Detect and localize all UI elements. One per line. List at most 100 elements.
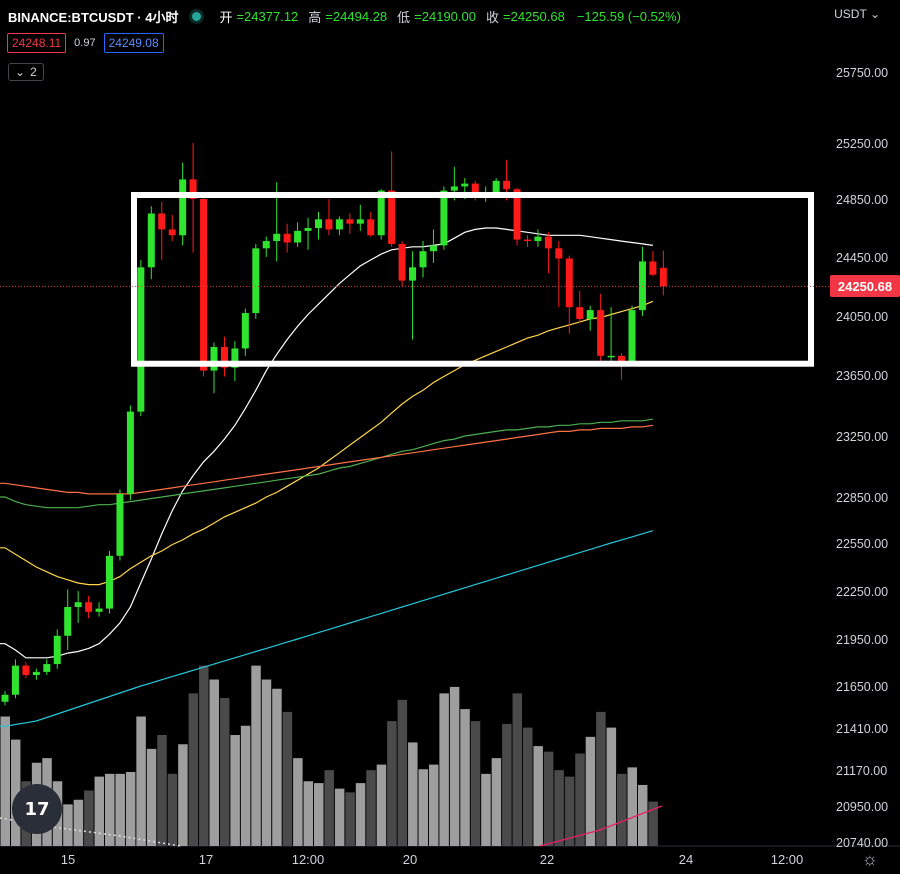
bid-price[interactable]: 24248.11 bbox=[7, 33, 67, 53]
open-label: 开 bbox=[219, 10, 233, 25]
candle-body bbox=[126, 411, 134, 494]
candle-body bbox=[147, 213, 155, 268]
price-axis-label: 21410.00 bbox=[836, 722, 888, 736]
price-axis-label: 21170.00 bbox=[836, 764, 887, 778]
price-axis-label: 20950.00 bbox=[836, 800, 888, 814]
ask-price[interactable]: 24249.08 bbox=[103, 33, 164, 53]
volume-bar bbox=[73, 799, 84, 846]
volume-bar bbox=[282, 711, 293, 846]
low-value: =24190.00 bbox=[414, 9, 476, 24]
candle-body bbox=[74, 602, 82, 607]
candle-body bbox=[607, 355, 615, 358]
candle-body bbox=[325, 219, 333, 230]
price-axis-label: 21950.00 bbox=[836, 633, 888, 647]
candle-body bbox=[283, 233, 291, 243]
price-axis-label: 24050.00 bbox=[836, 310, 888, 324]
volume-bar bbox=[418, 769, 428, 846]
volume-bar bbox=[575, 753, 585, 846]
candle-body bbox=[315, 219, 322, 228]
volume-bar bbox=[94, 776, 105, 846]
time-axis-label: 20 bbox=[403, 852, 417, 867]
moving-average-line bbox=[0, 530, 654, 727]
volume-bar bbox=[627, 767, 637, 846]
volume-bar bbox=[596, 711, 606, 846]
candle-body bbox=[273, 233, 281, 242]
candle-body bbox=[53, 635, 61, 665]
volume-bar bbox=[230, 735, 240, 846]
volume-bar bbox=[606, 727, 617, 846]
close-value: =24250.68 bbox=[503, 9, 565, 24]
time-axis-label: 24 bbox=[679, 852, 693, 867]
currency-selector[interactable]: USDT ⌄ bbox=[834, 7, 880, 21]
candle-body bbox=[429, 245, 437, 252]
candle-body bbox=[597, 310, 605, 356]
spread-value: 0.97 bbox=[74, 37, 96, 49]
candle-body bbox=[95, 608, 103, 612]
candle-body bbox=[346, 219, 354, 224]
volume-bar bbox=[240, 725, 251, 846]
candle-body bbox=[32, 671, 40, 676]
volume-bar bbox=[481, 773, 491, 846]
volume-bar bbox=[261, 679, 272, 846]
candle-body bbox=[638, 261, 646, 311]
volume-bar bbox=[10, 739, 21, 846]
price-axis-label: 22250.00 bbox=[836, 585, 888, 599]
volume-bar bbox=[303, 781, 314, 846]
candle-body bbox=[461, 183, 469, 187]
candle-body bbox=[179, 179, 187, 236]
candle-body bbox=[335, 219, 343, 230]
volume-bar bbox=[470, 721, 481, 846]
moving-average-line bbox=[0, 300, 654, 586]
range-rectangle-drawing bbox=[131, 192, 814, 367]
volume-bar bbox=[345, 792, 355, 846]
candle-body bbox=[262, 241, 270, 249]
price-axis-label: 25250.00 bbox=[836, 137, 888, 151]
volume-bar bbox=[355, 783, 366, 846]
symbol-title[interactable]: BINANCE:BTCUSDT · 4小时 bbox=[8, 10, 179, 25]
market-status-icon[interactable] bbox=[192, 12, 202, 21]
price-axis-label: 20740.00 bbox=[836, 836, 888, 850]
tradingview-logo-icon[interactable]: 17 bbox=[12, 784, 62, 834]
candle-body bbox=[492, 180, 500, 192]
time-axis-label: 22 bbox=[540, 852, 554, 867]
candle-body bbox=[158, 213, 166, 230]
candle-body bbox=[189, 179, 197, 199]
volume-bar bbox=[512, 693, 523, 846]
current-price-tag: 24250.68 bbox=[830, 275, 900, 298]
close-label: 收 bbox=[485, 10, 499, 25]
open-value: =24377.12 bbox=[236, 9, 299, 24]
volume-bar bbox=[648, 801, 658, 846]
moving-average-line bbox=[0, 227, 653, 659]
volume-bar bbox=[554, 770, 564, 846]
volume-bar bbox=[428, 764, 439, 846]
candle-body bbox=[168, 229, 176, 236]
candle-body bbox=[409, 267, 417, 281]
volume-bar bbox=[449, 686, 460, 846]
candle-body bbox=[565, 258, 573, 308]
candle-body bbox=[576, 307, 584, 319]
gear-icon[interactable]: ☼ bbox=[861, 849, 879, 869]
volume-bar bbox=[314, 783, 324, 846]
volume-bar bbox=[125, 772, 136, 846]
candle-body bbox=[1, 694, 9, 702]
candle-body bbox=[106, 555, 113, 609]
volume-bar bbox=[533, 746, 543, 846]
candle-body bbox=[200, 199, 208, 371]
time-axis-label: 12:00 bbox=[292, 852, 325, 867]
volume-bar bbox=[397, 699, 408, 846]
indicators-toggle-button[interactable]: ⌄ 2 bbox=[8, 63, 44, 81]
candle-body bbox=[304, 228, 312, 231]
price-axis-label: 25750.00 bbox=[836, 66, 888, 80]
volume-bar bbox=[502, 723, 512, 846]
candle-body bbox=[628, 310, 636, 362]
candle-body bbox=[471, 183, 479, 195]
time-axis-label: 12:00 bbox=[771, 852, 804, 867]
candle-body bbox=[555, 248, 563, 259]
high-value: =24494.28 bbox=[325, 9, 388, 24]
candle-body bbox=[440, 190, 448, 246]
change-value: −125.59 (−0.52%) bbox=[576, 9, 681, 24]
candle-body bbox=[241, 313, 249, 349]
candle-body bbox=[367, 219, 375, 236]
